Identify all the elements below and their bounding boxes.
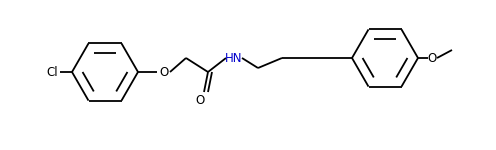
- Text: HN: HN: [225, 51, 243, 64]
- Text: O: O: [428, 51, 436, 64]
- Text: O: O: [195, 93, 205, 106]
- Text: Cl: Cl: [46, 66, 58, 78]
- Text: O: O: [159, 66, 169, 78]
